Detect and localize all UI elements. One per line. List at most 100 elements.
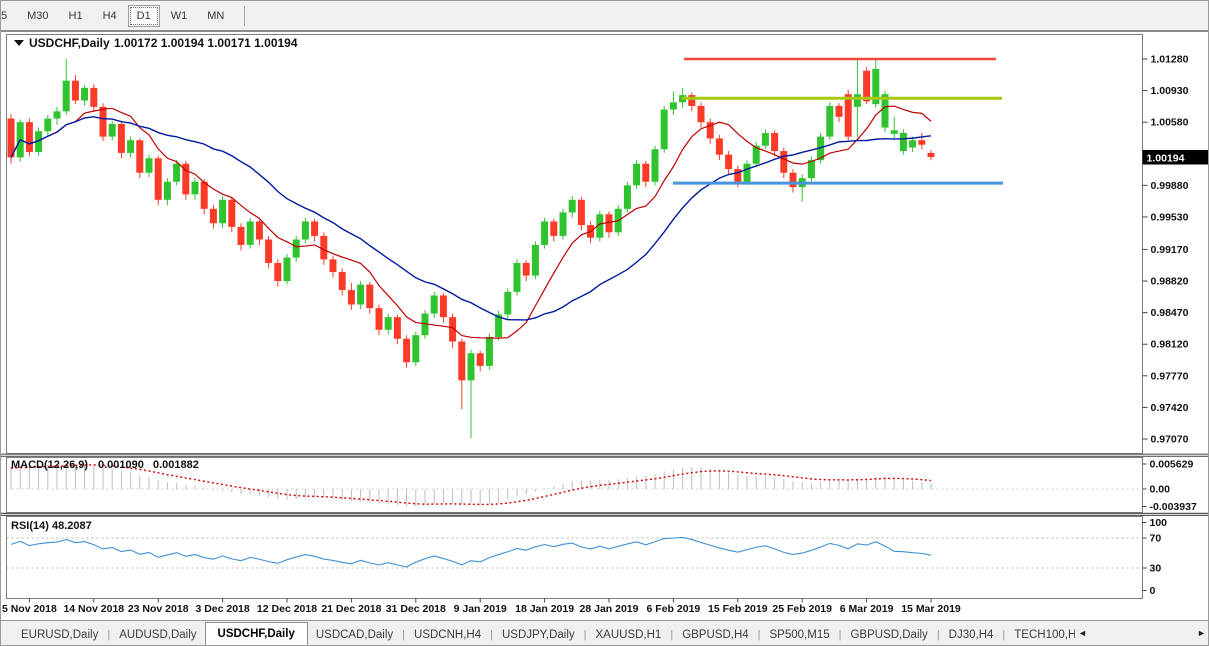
date-axis-label: 5 Nov 2018 (2, 603, 57, 615)
candle (338, 272, 346, 291)
candle (807, 160, 815, 179)
tab-separator: | (838, 628, 842, 641)
candle (909, 140, 917, 148)
date-axis-label: 31 Dec 2018 (386, 603, 446, 615)
tab-separator: | (670, 628, 674, 641)
price-axis-label: 0.99530 (1151, 211, 1189, 223)
current-price-box (1142, 150, 1208, 165)
chart-title-symbol: USDCHF,Daily (29, 36, 110, 50)
chart-tab-sp500-m15[interactable]: SP500,M15 (769, 628, 830, 641)
timeframe-button-m30[interactable]: M30 (27, 9, 49, 22)
timeframe-button-h1[interactable]: H1 (68, 9, 83, 22)
indicator-axis: 0.005629 0.00 -0.003937 100 70 30 0 (1142, 459, 1197, 597)
chart-tab-tech100-h1[interactable]: TECH100,H1 (1014, 628, 1075, 641)
ma-slow-line (10, 116, 932, 321)
candle (881, 94, 889, 128)
chart-tab-xauusd-h1[interactable]: XAUUSD,H1 (595, 628, 662, 641)
candle (44, 118, 52, 132)
candle (467, 353, 475, 381)
macd-value-main: 0.001090 (98, 459, 144, 471)
timeframe-button-d1[interactable]: D1 (127, 4, 160, 27)
tabs-scroll-right-icon[interactable]: ► (1197, 628, 1206, 638)
candle (495, 314, 503, 338)
candle (853, 94, 861, 107)
tabs-scroll-left-icon[interactable]: ◄ (1078, 628, 1087, 638)
chart-tab-usdjpy-daily[interactable]: USDJPY,Daily (501, 628, 575, 641)
candle (154, 158, 162, 200)
rsi-pane (6, 536, 1143, 569)
candle (145, 158, 153, 173)
chart-tab-usdcad-daily[interactable]: USDCAD,Daily (315, 628, 394, 641)
candle (789, 172, 797, 188)
candle (182, 163, 190, 195)
chart-tab-bar: EURUSD,Daily | AUDUSD,Daily USDCHF,Daily USD… (1, 620, 1208, 645)
date-axis-label: 3 Dec 2018 (195, 603, 249, 615)
chart-tab-dj30-h4[interactable]: DJ30,H4 (948, 628, 994, 641)
symbol-dropdown-icon[interactable] (14, 40, 24, 46)
time-axis: 5 Nov 2018 14 Nov 2018 23 Nov 2018 3 Dec 20… (2, 598, 961, 615)
price-axis-label: 0.99880 (1151, 180, 1189, 192)
date-axis-label: 18 Jan 2019 (515, 603, 574, 615)
chart-tab-usdchf-daily[interactable]: USDCHF,Daily (204, 621, 308, 645)
tab-separator: | (583, 628, 587, 641)
candle (301, 221, 309, 240)
date-axis-label: 23 Nov 2018 (128, 603, 189, 615)
candle (366, 284, 374, 309)
rsi-axis-label: 100 (1150, 517, 1168, 529)
tab-separator: | (490, 628, 493, 641)
candle (62, 80, 70, 112)
candle (531, 244, 539, 276)
candle (872, 68, 880, 105)
tab-separator: | (402, 628, 406, 641)
chart-tab-usdcnh-h4[interactable]: USDCNH,H4 (414, 628, 482, 641)
candle (642, 163, 650, 182)
timeframe-button-mn[interactable]: MN (207, 9, 225, 22)
toolbar-separator (244, 5, 246, 26)
candle (476, 353, 484, 366)
timeframe-button-w1[interactable]: W1 (170, 9, 188, 22)
chart-tab-gbpusd-h4[interactable]: GBPUSD,H4 (682, 628, 749, 641)
candle (393, 317, 401, 339)
current-price-label: 1.00194 (1147, 153, 1185, 165)
macd-axis-label: -0.003937 (1150, 501, 1197, 513)
chart-title-quotes: 1.00172 1.00194 1.00171 1.00194 (114, 36, 298, 50)
candle (320, 235, 328, 260)
candle (577, 199, 585, 226)
ma-slow (10, 116, 932, 321)
candle (623, 185, 631, 209)
date-axis-label: 6 Mar 2019 (840, 603, 894, 615)
tab-separator: | (757, 628, 761, 641)
candle (246, 221, 254, 245)
date-axis-label: 15 Feb 2019 (708, 603, 768, 615)
candle (412, 335, 420, 363)
candle (485, 337, 493, 366)
candle (697, 105, 705, 123)
price-axis-label: 0.99170 (1151, 244, 1189, 256)
price-axis-label: 0.98470 (1151, 307, 1189, 319)
candle (200, 181, 208, 209)
candle (559, 212, 567, 236)
candle (761, 133, 769, 146)
candle (81, 87, 89, 101)
chart-tab-audusd-daily[interactable]: AUDUSD,Daily (119, 628, 197, 641)
candle (53, 111, 61, 119)
chart-tab-eurusd-daily[interactable]: EURUSD,Daily (21, 628, 99, 641)
timeframe-button-h4[interactable]: H4 (102, 9, 117, 22)
date-axis-label: 6 Feb 2019 (647, 603, 701, 615)
candle (835, 105, 843, 117)
candle (228, 199, 236, 227)
candle (265, 239, 273, 263)
candle (117, 123, 125, 153)
candle (596, 214, 604, 238)
timeframe-button-5[interactable]: 5 (1, 9, 8, 22)
candle (890, 130, 898, 134)
date-axis-label: 28 Jan 2019 (580, 603, 639, 615)
chart-panes (1, 31, 1208, 599)
candle (504, 291, 512, 315)
macd-axis-label: 0.00 (1150, 484, 1171, 496)
chart-tab-gbpusd-daily[interactable]: GBPUSD,Daily (850, 628, 928, 641)
candle (863, 70, 871, 102)
date-axis-label: 15 Mar 2019 (901, 603, 961, 615)
candle (375, 308, 383, 330)
